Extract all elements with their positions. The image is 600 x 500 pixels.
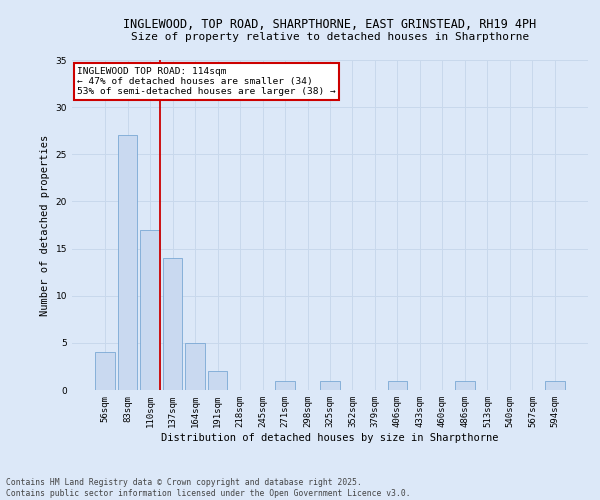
Text: Size of property relative to detached houses in Sharpthorne: Size of property relative to detached ho…: [131, 32, 529, 42]
Bar: [455, 380, 475, 390]
Text: Contains HM Land Registry data © Crown copyright and database right 2025.
Contai: Contains HM Land Registry data © Crown c…: [6, 478, 410, 498]
Text: INGLEWOOD TOP ROAD: 114sqm
← 47% of detached houses are smaller (34)
53% of semi: INGLEWOOD TOP ROAD: 114sqm ← 47% of deta…: [77, 66, 336, 96]
Bar: [163, 258, 182, 390]
Bar: [185, 343, 205, 390]
Bar: [388, 380, 407, 390]
Y-axis label: Number of detached properties: Number of detached properties: [40, 134, 50, 316]
Bar: [140, 230, 160, 390]
X-axis label: Distribution of detached houses by size in Sharpthorne: Distribution of detached houses by size …: [161, 432, 499, 442]
Bar: [320, 380, 340, 390]
Bar: [545, 380, 565, 390]
Bar: [208, 371, 227, 390]
Bar: [95, 352, 115, 390]
Bar: [275, 380, 295, 390]
Text: INGLEWOOD, TOP ROAD, SHARPTHORNE, EAST GRINSTEAD, RH19 4PH: INGLEWOOD, TOP ROAD, SHARPTHORNE, EAST G…: [124, 18, 536, 30]
Bar: [118, 136, 137, 390]
